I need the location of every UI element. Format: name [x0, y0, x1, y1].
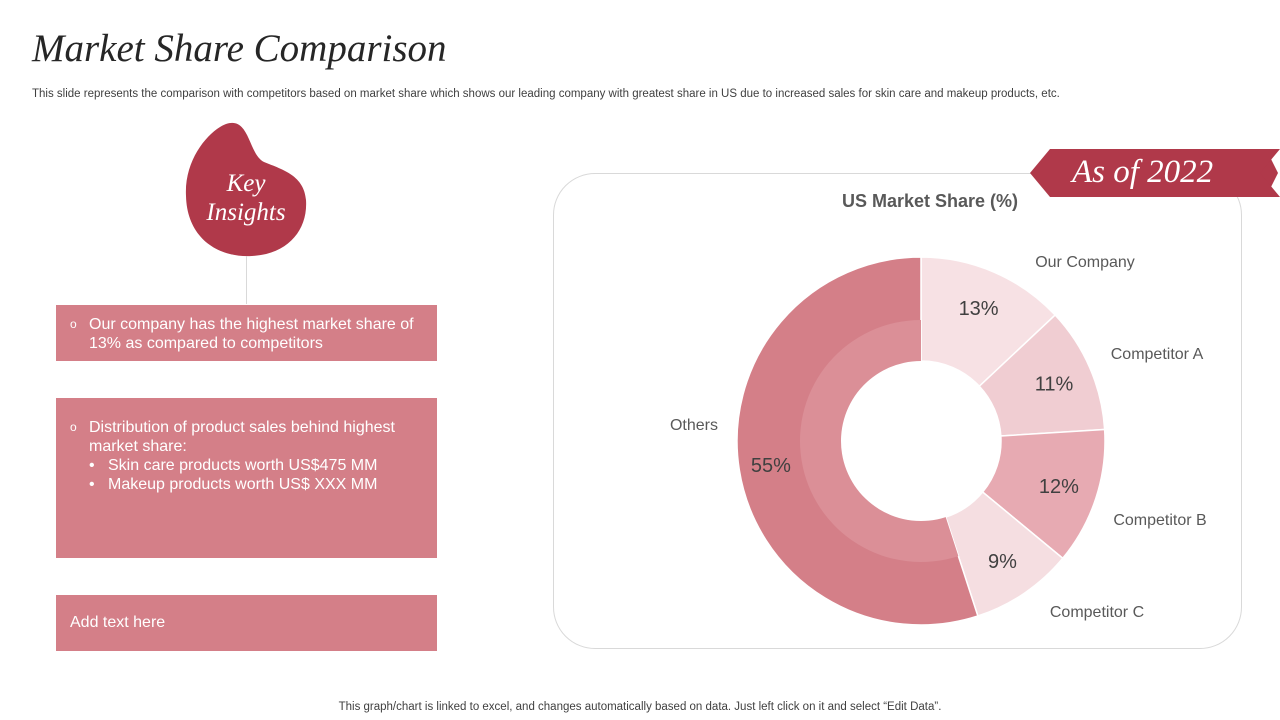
dot-bullet: • — [89, 457, 95, 474]
category-label: Competitor C — [1050, 604, 1144, 621]
category-label: Competitor B — [1113, 512, 1206, 529]
insight-box-3: Add text here — [56, 595, 437, 651]
insight-box-2: o Distribution of product sales behind h… — [56, 398, 437, 558]
donut-slice-our-company[interactable] — [920, 256, 1057, 388]
category-label: Our Company — [1035, 254, 1135, 271]
donut-inner-shade — [799, 320, 959, 563]
sub-item-makeup: • Makeup products worth US$ XXX MM — [70, 475, 425, 494]
value-label: 13% — [959, 298, 999, 320]
placeholder-text: Add text here — [70, 614, 166, 631]
sub-item-skin-care: • Skin care products worth US$475 MM — [70, 456, 425, 475]
value-label: 9% — [988, 551, 1017, 573]
key-insights-blob-shape — [185, 122, 307, 257]
insight-text-2: Distribution of product sales behind hig… — [89, 419, 395, 455]
circle-bullet: o — [70, 420, 77, 434]
key-insights-line2: Insights — [205, 199, 285, 226]
circle-bullet: o — [70, 317, 77, 331]
category-label: Others — [670, 417, 718, 434]
dot-bullet: • — [89, 476, 95, 493]
ribbon-fold — [1250, 149, 1280, 197]
insight-text-1: Our company has the highest market share… — [89, 316, 414, 352]
footer-note: This graph/chart is linked to excel, and… — [338, 701, 942, 713]
key-insights-line1: Key — [226, 170, 267, 197]
page-title: Market Share Comparison — [32, 27, 447, 70]
category-label: Competitor A — [1111, 346, 1204, 363]
value-label: 11% — [1035, 373, 1074, 395]
value-label: 12% — [1039, 476, 1079, 498]
year-ribbon — [1030, 149, 1280, 197]
value-label: 55% — [751, 455, 791, 477]
ribbon-label: As of 2022 — [1072, 154, 1214, 190]
sub-item-text: Skin care products worth US$475 MM — [108, 457, 378, 474]
key-insights-badge: Key Insights — [185, 122, 307, 257]
connector-line — [246, 256, 247, 304]
insight-box-1: o Our company has the highest market sha… — [56, 305, 437, 361]
ribbon-shape — [1030, 149, 1278, 197]
sub-item-text: Makeup products worth US$ XXX MM — [108, 476, 378, 493]
chart-title: US Market Share (%) — [842, 191, 1018, 211]
page-subtitle: This slide represents the comparison wit… — [32, 88, 1060, 100]
